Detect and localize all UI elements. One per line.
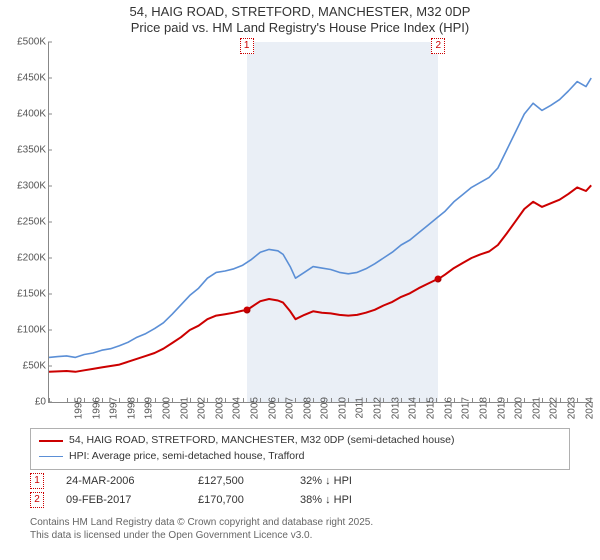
legend-label: HPI: Average price, semi-detached house,…: [69, 449, 304, 465]
y-axis-tick-label: £250K: [8, 217, 46, 228]
x-axis-tick-label: 2012: [373, 397, 384, 419]
y-axis-tick-label: £350K: [8, 145, 46, 156]
x-axis-tick-label: 2008: [302, 397, 313, 419]
x-axis-tick-label: 1996: [91, 397, 102, 419]
chart-container: 54, HAIG ROAD, STRETFORD, MANCHESTER, M3…: [0, 0, 600, 560]
x-axis-tick-label: 2009: [320, 397, 331, 419]
y-axis-tick-label: £450K: [8, 73, 46, 84]
legend: 54, HAIG ROAD, STRETFORD, MANCHESTER, M3…: [30, 428, 570, 470]
x-axis-tick-label: 2011: [354, 397, 365, 419]
sale-record-row: 2 09-FEB-2017 £170,700 38% ↓ HPI: [30, 491, 570, 510]
y-axis-tick-label: £500K: [8, 37, 46, 48]
sale-record-number: 1: [30, 473, 44, 489]
legend-label: 54, HAIG ROAD, STRETFORD, MANCHESTER, M3…: [69, 433, 455, 449]
x-axis-tick-label: 2015: [425, 397, 436, 419]
x-axis-tick-label: 1999: [144, 397, 155, 419]
x-axis-tick-label: 2006: [267, 397, 278, 419]
sale-record-date: 09-FEB-2017: [66, 491, 176, 510]
x-axis-tick-label: 2013: [390, 397, 401, 419]
x-axis-tick-label: 1995: [73, 397, 84, 419]
chart-title: 54, HAIG ROAD, STRETFORD, MANCHESTER, M3…: [0, 0, 600, 37]
sale-record-date: 24-MAR-2006: [66, 472, 176, 491]
x-axis-tick-label: 2005: [249, 397, 260, 419]
x-axis-tick-label: 2021: [531, 397, 542, 419]
y-axis-tick-label: £300K: [8, 181, 46, 192]
sale-record-delta: 32% ↓ HPI: [300, 472, 352, 491]
x-axis-tick-label: 2018: [478, 397, 489, 419]
x-axis-tick-label: 2022: [549, 397, 560, 419]
y-axis-tick-label: £200K: [8, 253, 46, 264]
x-axis-tick-label: 2001: [179, 397, 190, 419]
y-axis-tick-label: £400K: [8, 109, 46, 120]
sale-marker-flag: 2: [431, 38, 445, 54]
line-series: [49, 42, 593, 402]
y-axis-tick-label: £50K: [8, 361, 46, 372]
legend-item: 54, HAIG ROAD, STRETFORD, MANCHESTER, M3…: [39, 433, 561, 449]
x-axis-tick-label: 2017: [461, 397, 472, 419]
series-line: [49, 78, 591, 357]
x-axis-tick-label: 2024: [584, 397, 595, 419]
x-axis-tick-label: 2020: [513, 397, 524, 419]
x-axis-tick-label: 1997: [108, 397, 119, 419]
sale-record-price: £127,500: [198, 472, 278, 491]
attribution-footer: Contains HM Land Registry data © Crown c…: [30, 516, 373, 542]
sale-point-dot: [435, 276, 442, 283]
x-axis-tick-label: 2023: [566, 397, 577, 419]
x-axis-tick-label: 2010: [337, 397, 348, 419]
sale-record-delta: 38% ↓ HPI: [300, 491, 352, 510]
sale-record-price: £170,700: [198, 491, 278, 510]
plot-region: 12 1995199619971998199920002001200220032…: [48, 42, 593, 403]
legend-swatch: [39, 440, 63, 442]
y-axis-tick-label: £150K: [8, 289, 46, 300]
x-axis-tick-label: 2003: [214, 397, 225, 419]
y-axis-tick-label: £0: [8, 397, 46, 408]
x-axis-tick-label: 2002: [196, 397, 207, 419]
legend-swatch: [39, 456, 63, 457]
sale-record-row: 1 24-MAR-2006 £127,500 32% ↓ HPI: [30, 472, 570, 491]
x-axis-tick-label: 2014: [408, 397, 419, 419]
sale-records: 1 24-MAR-2006 £127,500 32% ↓ HPI 2 09-FEB-201…: [30, 472, 570, 509]
x-axis-tick-label: 2016: [443, 397, 454, 419]
x-axis-tick-label: 2007: [285, 397, 296, 419]
footer-line-1: Contains HM Land Registry data © Crown c…: [30, 517, 373, 528]
sale-marker-flag: 1: [240, 38, 254, 54]
x-axis-tick-label: 1998: [126, 397, 137, 419]
x-axis-tick-label: 2019: [496, 397, 507, 419]
x-axis-tick-label: 2000: [161, 397, 172, 419]
title-line-2: Price paid vs. HM Land Registry's House …: [131, 20, 469, 35]
series-line: [49, 185, 591, 371]
chart-area: £0 £50K £100K £150K £200K £250K £300K £350K £400…: [8, 42, 592, 422]
x-axis-tick-label: 2004: [232, 397, 243, 419]
legend-item: HPI: Average price, semi-detached house,…: [39, 449, 561, 465]
sale-point-dot: [243, 307, 250, 314]
sale-record-number: 2: [30, 492, 44, 508]
title-line-1: 54, HAIG ROAD, STRETFORD, MANCHESTER, M3…: [130, 4, 471, 19]
y-axis-tick-label: £100K: [8, 325, 46, 336]
footer-line-2: This data is licensed under the Open Gov…: [30, 530, 312, 541]
